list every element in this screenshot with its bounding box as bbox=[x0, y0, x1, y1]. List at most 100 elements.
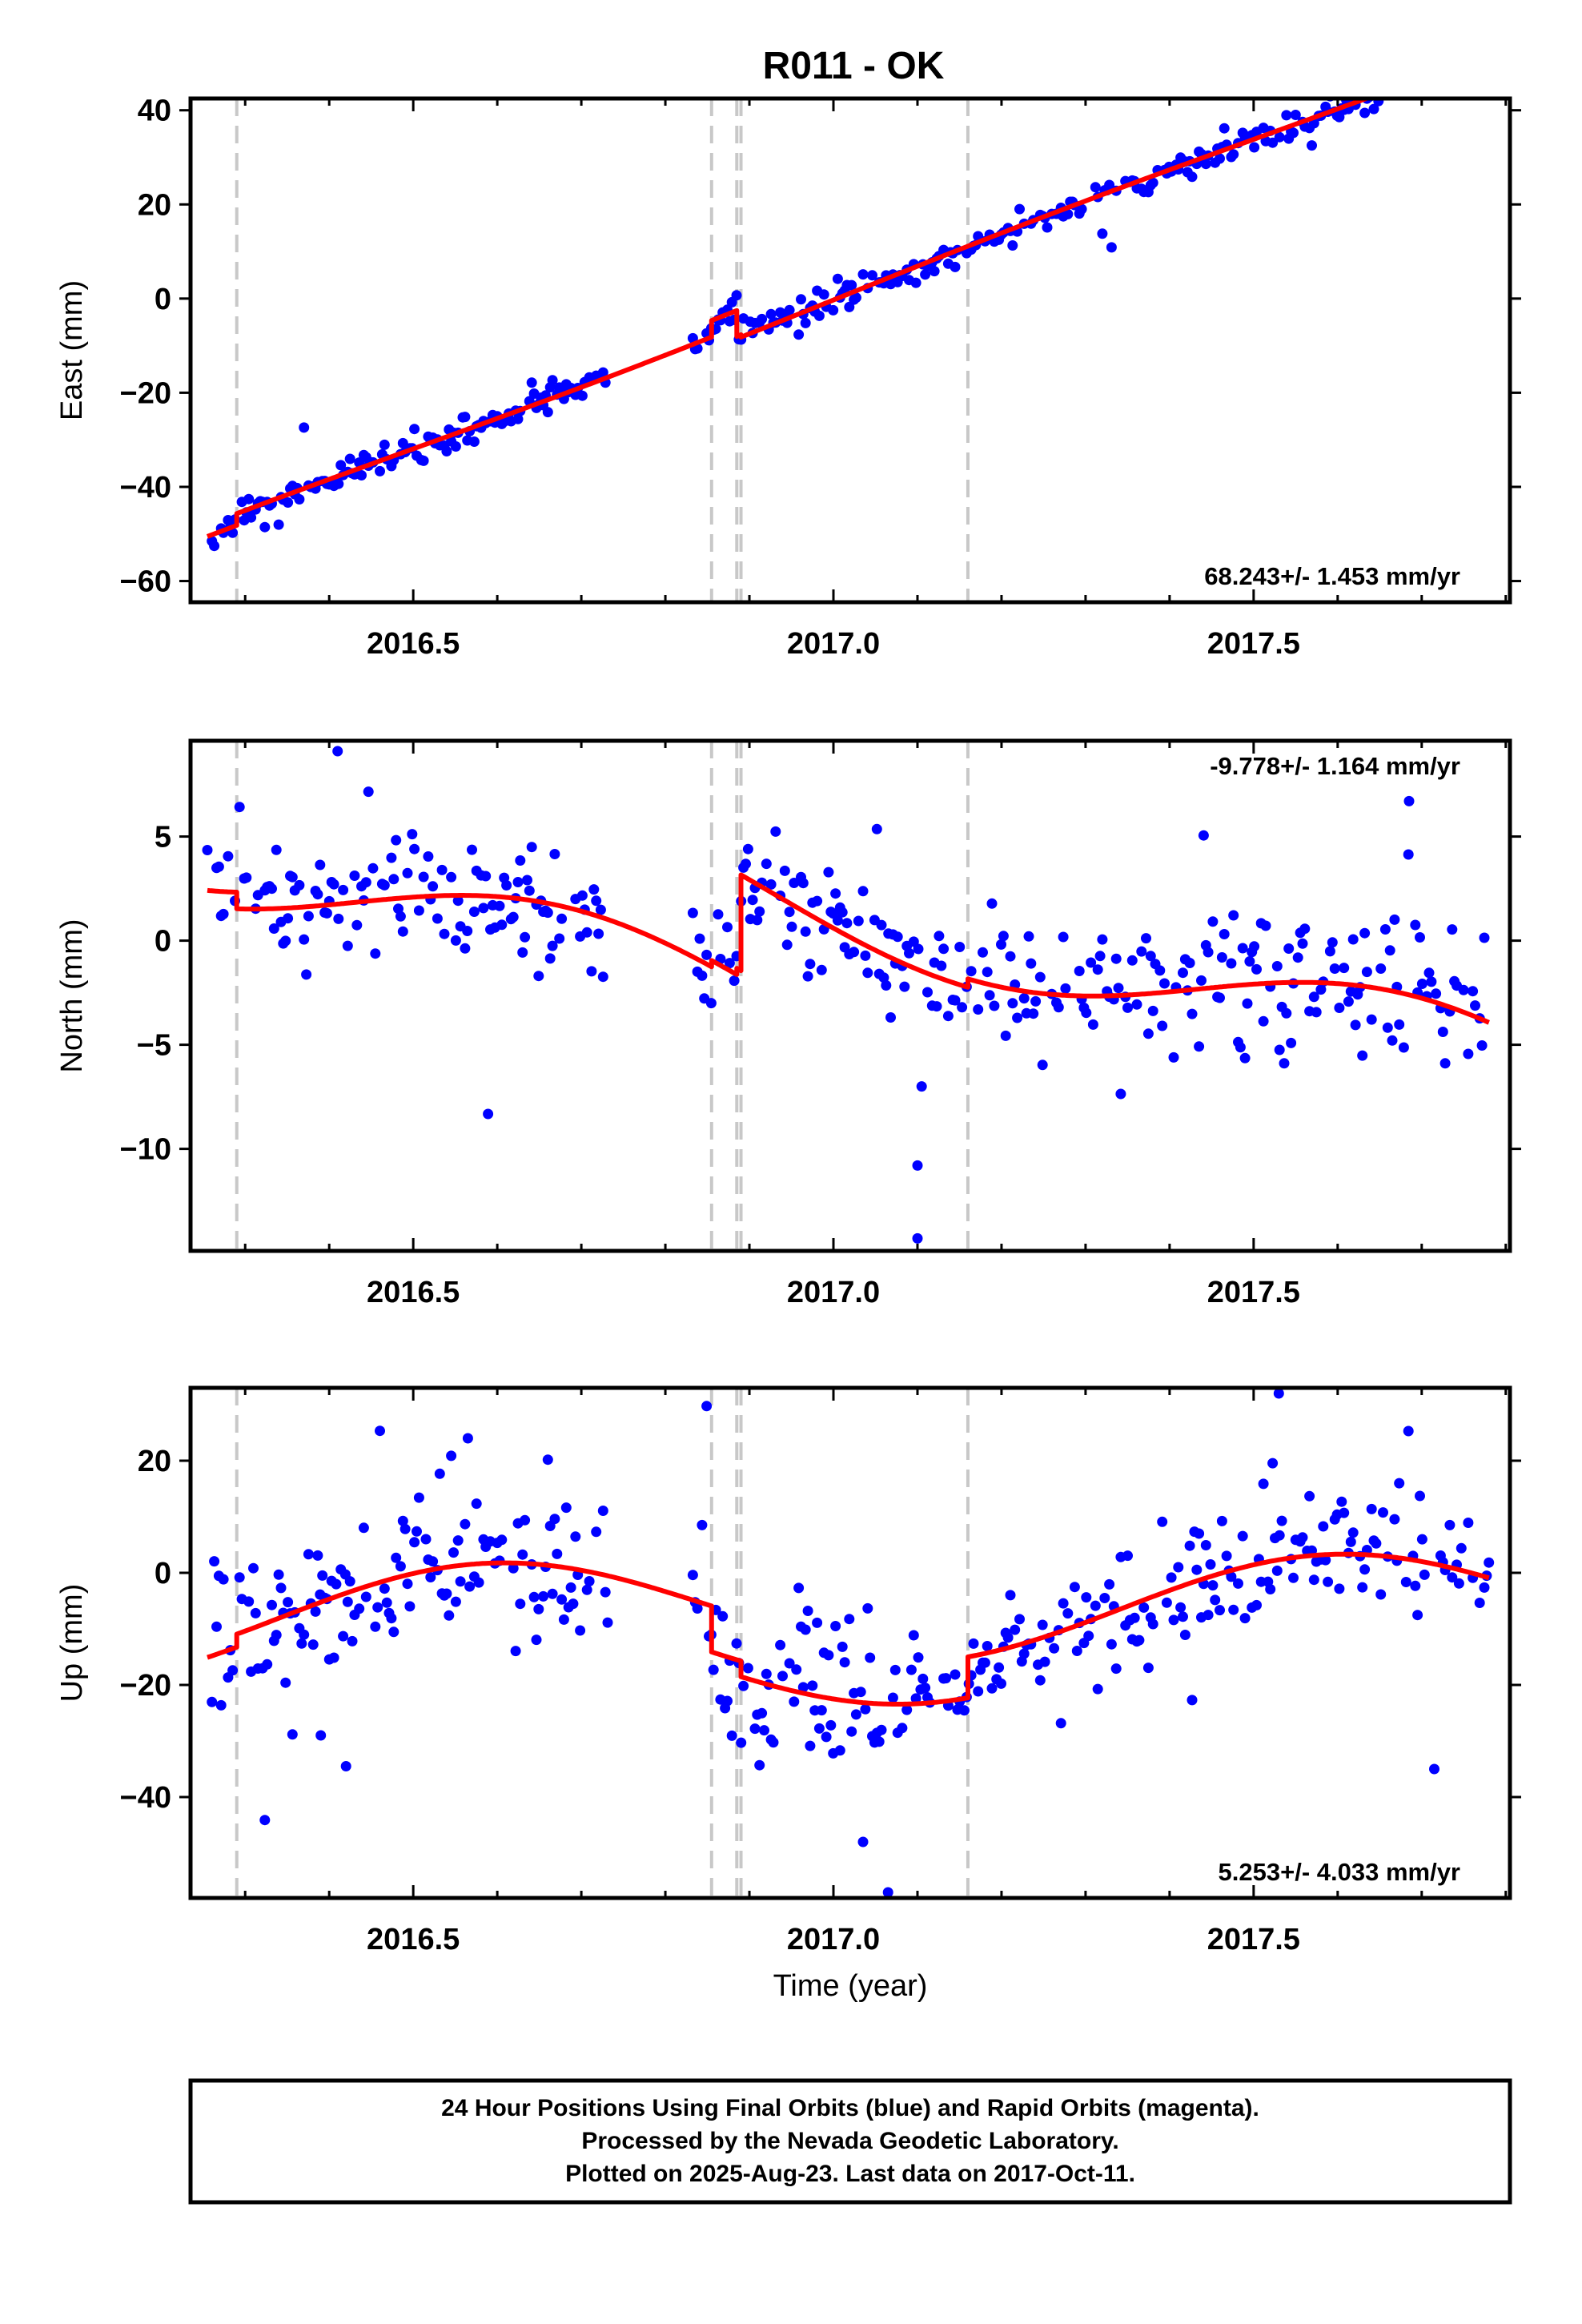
up-point-303 bbox=[1216, 1515, 1227, 1526]
up-point-174 bbox=[812, 1617, 823, 1628]
up-point-286 bbox=[1173, 1562, 1184, 1573]
north-point-246 bbox=[1115, 1088, 1126, 1100]
north-xtick-label-0: 2016.5 bbox=[367, 1276, 460, 1309]
north-point-305 bbox=[1308, 991, 1319, 1003]
east-point-17 bbox=[259, 521, 271, 533]
up-point-308 bbox=[1233, 1578, 1243, 1589]
up-point-4 bbox=[215, 1699, 227, 1711]
up-point-2 bbox=[211, 1621, 222, 1632]
north-point-238 bbox=[1092, 964, 1103, 975]
north-point-21 bbox=[283, 913, 294, 924]
north-point-275 bbox=[1216, 952, 1227, 963]
up-point-45 bbox=[331, 1578, 342, 1590]
up-point-118 bbox=[558, 1614, 569, 1625]
east-point-285 bbox=[1186, 171, 1198, 183]
east-point-160 bbox=[765, 308, 777, 320]
north-point-229 bbox=[1053, 1002, 1064, 1013]
east-point-21 bbox=[273, 519, 284, 530]
north-point-17 bbox=[271, 844, 282, 855]
east-point-11 bbox=[243, 493, 255, 505]
east-point-43 bbox=[333, 478, 344, 489]
north-point-240 bbox=[1097, 934, 1108, 945]
up-point-161 bbox=[775, 1639, 786, 1651]
north-point-293 bbox=[1274, 1044, 1285, 1055]
east-rate-label: 68.243+/- 1.453 mm/yr bbox=[1204, 562, 1460, 590]
north-point-180 bbox=[881, 980, 892, 991]
up-point-101 bbox=[510, 1646, 521, 1657]
north-point-310 bbox=[1327, 937, 1338, 948]
east-point-71 bbox=[418, 455, 429, 466]
north-point-112 bbox=[581, 927, 592, 938]
north-point-95 bbox=[524, 885, 535, 896]
north-point-212 bbox=[996, 939, 1006, 950]
up-point-309 bbox=[1237, 1530, 1248, 1542]
up-point-200 bbox=[887, 1692, 898, 1703]
up-point-284 bbox=[1166, 1572, 1177, 1583]
up-point-192 bbox=[860, 1703, 871, 1715]
north-frame bbox=[188, 738, 1512, 1253]
north-point-126 bbox=[713, 909, 724, 920]
up-point-382 bbox=[1273, 1388, 1284, 1399]
up-point-135 bbox=[697, 1519, 708, 1530]
up-point-306 bbox=[1226, 1571, 1237, 1582]
up-point-9 bbox=[234, 1572, 245, 1583]
up-point-57 bbox=[372, 1602, 383, 1613]
up-point-237 bbox=[1002, 1632, 1014, 1643]
north-ytick-label-2: 0 bbox=[155, 925, 171, 959]
north-point-281 bbox=[1237, 943, 1248, 954]
east-point-235 bbox=[1014, 203, 1025, 215]
north-point-302 bbox=[1297, 938, 1308, 949]
up-point-261 bbox=[1083, 1630, 1094, 1642]
east-point-168 bbox=[793, 329, 805, 340]
up-point-165 bbox=[791, 1664, 802, 1675]
north-point-189 bbox=[904, 947, 914, 959]
up-point-163 bbox=[784, 1658, 795, 1669]
east-plot-area bbox=[206, 99, 1392, 602]
up-point-329 bbox=[1304, 1490, 1315, 1502]
north-point-94 bbox=[522, 875, 532, 886]
north-point-209 bbox=[984, 990, 995, 1001]
east-point-171 bbox=[800, 317, 811, 328]
north-point-168 bbox=[841, 918, 853, 929]
up-point-369 bbox=[1444, 1519, 1456, 1530]
east-point-44 bbox=[335, 460, 347, 471]
up-point-362 bbox=[1412, 1610, 1423, 1621]
north-point-16 bbox=[268, 923, 279, 934]
up-point-104 bbox=[517, 1549, 528, 1560]
east-ylabel: East (mm) bbox=[55, 280, 89, 420]
up-point-304 bbox=[1221, 1550, 1232, 1562]
north-point-51 bbox=[388, 874, 400, 885]
north-point-346 bbox=[1447, 924, 1458, 935]
north-point-277 bbox=[1226, 958, 1237, 969]
north-point-140 bbox=[754, 906, 765, 917]
north-point-195 bbox=[931, 1001, 942, 1012]
north-point-102 bbox=[542, 907, 553, 919]
north-point-142 bbox=[761, 858, 772, 870]
north-point-78 bbox=[480, 870, 492, 882]
up-point-279 bbox=[1142, 1663, 1154, 1674]
north-point-289 bbox=[1258, 1015, 1269, 1027]
north-point-119 bbox=[687, 907, 698, 919]
north-point-208 bbox=[982, 967, 993, 978]
east-point-316 bbox=[1290, 110, 1301, 120]
north-point-251 bbox=[1136, 946, 1147, 957]
east-point-342 bbox=[1368, 103, 1379, 115]
up-point-64 bbox=[391, 1552, 402, 1563]
north-point-203 bbox=[957, 1002, 968, 1013]
east-xtick-label-2: 2017.5 bbox=[1207, 627, 1300, 661]
east-point-86 bbox=[460, 412, 471, 423]
up-point-256 bbox=[1069, 1582, 1080, 1593]
east-point-189 bbox=[857, 269, 869, 280]
up-point-76 bbox=[428, 1556, 439, 1567]
up-point-87 bbox=[455, 1576, 466, 1587]
up-point-349 bbox=[1366, 1503, 1377, 1514]
north-point-271 bbox=[1203, 947, 1214, 958]
up-point-44 bbox=[328, 1652, 339, 1663]
footer-line-2: Processed by the Nevada Geodetic Laborat… bbox=[581, 2128, 1118, 2154]
up-point-186 bbox=[844, 1614, 855, 1625]
up-ylabel: Up (mm) bbox=[55, 1584, 89, 1703]
north-point-206 bbox=[973, 1004, 984, 1015]
north-point-322 bbox=[1361, 967, 1372, 978]
up-point-67 bbox=[400, 1523, 411, 1534]
